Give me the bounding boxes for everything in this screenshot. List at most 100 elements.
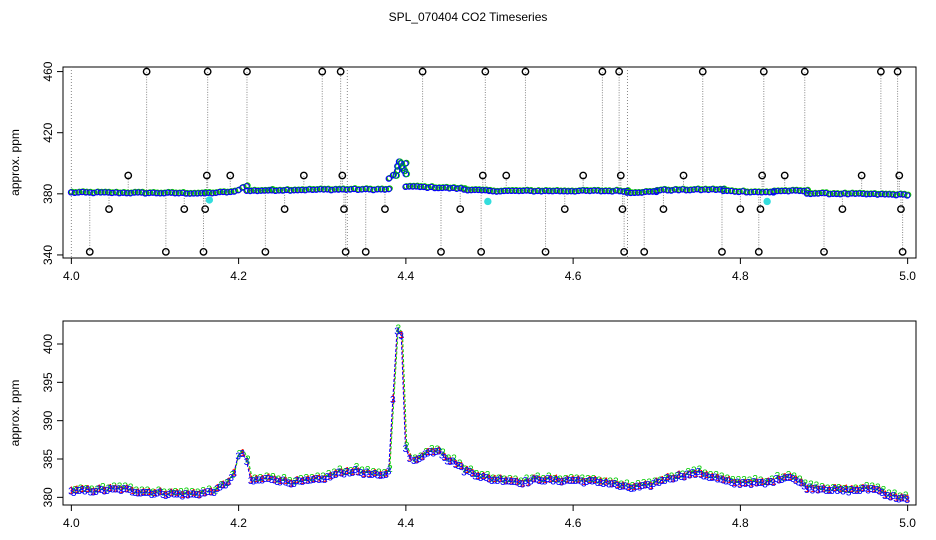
series-3-mark: 3 <box>793 476 799 487</box>
series-3-mark: 3 <box>824 486 830 497</box>
series-3-mark: 3 <box>375 470 381 481</box>
series-3-point <box>413 183 420 190</box>
series-3-mark: 3 <box>166 490 172 501</box>
series-2-mark: 2 <box>842 484 848 495</box>
outlier-point <box>477 247 486 256</box>
series-3-mark: 3 <box>352 465 358 476</box>
series-3-mark: 3 <box>559 478 565 489</box>
series-3-mark: 3 <box>76 486 82 497</box>
series-2-mark: 2 <box>613 477 619 488</box>
outlier-point <box>618 205 627 214</box>
series-3-mark: 3 <box>718 474 724 485</box>
outlier-point <box>202 171 211 180</box>
series-3-mark: 3 <box>536 476 542 487</box>
chart-title: SPL_070404 CO2 Timeseries <box>388 10 548 24</box>
series-2-mark: 2 <box>546 472 552 483</box>
series-2-mark: 2 <box>652 477 658 488</box>
series-3-mark: 3 <box>188 490 194 501</box>
series-3-mark: 3 <box>511 477 517 488</box>
series-1-mark: 1 <box>676 469 682 480</box>
series-3-mark: 3 <box>489 476 495 487</box>
series-2-mark: 2 <box>429 444 435 455</box>
series-2-mark: 2 <box>396 324 402 335</box>
series-2-mark: 2 <box>83 484 89 495</box>
series-3-mark: 3 <box>520 480 526 491</box>
outlier-point <box>361 247 370 256</box>
top-y-tick-label: 460 <box>41 61 55 81</box>
series-1-mark: 1 <box>777 474 783 485</box>
series-2-mark: 2 <box>769 475 775 486</box>
outlier-point <box>201 205 210 214</box>
series-1-mark: 1 <box>209 486 215 497</box>
series-3-mark: 3 <box>327 472 333 483</box>
outlier-point <box>243 67 251 76</box>
series-3-mark: 3 <box>704 471 710 482</box>
outlier-point <box>161 247 170 256</box>
series-1-mark: 1 <box>407 453 413 464</box>
series-2-mark: 2 <box>886 488 892 499</box>
series-1-mark: 1 <box>367 469 373 480</box>
series-3-mark: 3 <box>286 479 292 490</box>
series-2-mark: 2 <box>646 478 652 489</box>
series-2-mark: 2 <box>451 454 457 465</box>
series-1-mark: 1 <box>289 478 295 489</box>
series-2-mark: 2 <box>462 465 468 476</box>
series-3-mark: 3 <box>313 474 319 485</box>
series-3-mark: 3 <box>319 474 325 485</box>
series-2-mark: 2 <box>230 470 236 481</box>
series-2-mark: 2 <box>320 472 326 483</box>
flag-point <box>763 197 771 206</box>
series-3-mark: 3 <box>874 485 880 496</box>
series-3-point <box>623 189 631 196</box>
series-2-mark: 2 <box>713 470 719 481</box>
series-1-mark: 1 <box>738 479 744 490</box>
series-2-mark: 2 <box>619 479 625 490</box>
series-3-mark: 3 <box>152 489 158 500</box>
series-3-mark: 3 <box>514 477 520 488</box>
top-x-tick-label: 5.0 <box>899 269 916 283</box>
series-1-mark: 1 <box>559 476 565 487</box>
series-1-mark: 1 <box>816 484 822 495</box>
series-2-mark: 2 <box>252 474 258 485</box>
series-3-mark: 3 <box>888 492 894 503</box>
series-2-mark: 2 <box>724 474 730 485</box>
series-1-mark: 1 <box>899 492 905 503</box>
outlier-point <box>615 67 624 76</box>
series-1-mark: 1 <box>113 483 119 494</box>
series-2-mark: 2 <box>128 482 134 493</box>
series-2-mark: 2 <box>276 474 282 485</box>
series-1-mark: 1 <box>322 474 328 485</box>
series-3-mark: 3 <box>553 475 559 486</box>
series-3-mark: 3 <box>860 484 866 495</box>
series-3-mark: 3 <box>280 476 286 487</box>
series-2-mark: 2 <box>446 454 452 465</box>
series-3-mark: 3 <box>394 326 400 337</box>
series-2-mark: 2 <box>585 474 591 485</box>
series-3-mark: 3 <box>305 476 311 487</box>
series-3-mark: 3 <box>481 472 487 483</box>
top-y-axis-label: approx. ppm <box>8 129 22 196</box>
series-3-mark: 3 <box>737 480 743 491</box>
series-3-point <box>385 186 392 193</box>
series-3-mark: 3 <box>653 478 659 489</box>
series-3-mark: 3 <box>146 488 152 499</box>
series-2-mark: 2 <box>730 475 736 486</box>
series-3-mark: 3 <box>211 488 217 499</box>
series-2-mark: 2 <box>485 470 491 481</box>
series-3-mark: 3 <box>556 477 562 488</box>
series-1-mark: 1 <box>844 484 850 495</box>
series-1-mark: 1 <box>425 447 431 458</box>
series-3-mark: 3 <box>868 484 874 495</box>
series-1-mark: 1 <box>827 485 833 496</box>
series-1-mark: 1 <box>492 474 498 485</box>
series-3-mark: 3 <box>372 469 378 480</box>
series-1-mark: 1 <box>158 486 164 497</box>
series-3-point <box>475 186 482 194</box>
series-3-mark: 3 <box>601 479 607 490</box>
series-3-mark: 3 <box>765 478 771 489</box>
peak-point <box>400 164 407 172</box>
series-1-mark: 1 <box>102 485 108 496</box>
series-2-mark: 2 <box>354 462 360 473</box>
series-2-mark: 2 <box>219 480 225 491</box>
outlier-point <box>838 205 847 214</box>
